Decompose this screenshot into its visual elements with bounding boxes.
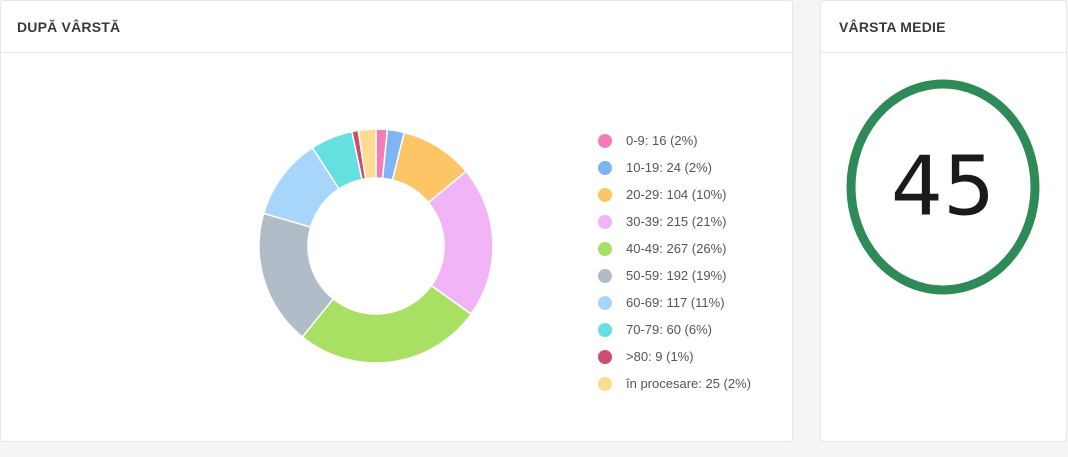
legend-label: 60-69: 117 (11%) (626, 295, 725, 310)
average-age-value: 45 (891, 140, 995, 235)
legend-item[interactable]: 10-19: 24 (2%) (598, 154, 751, 181)
age-donut-chart (258, 128, 494, 364)
legend-label: 0-9: 16 (2%) (626, 133, 698, 148)
legend-item[interactable]: 60-69: 117 (11%) (598, 289, 751, 316)
legend-label: în procesare: 25 (2%) (626, 376, 752, 391)
chart-legend: 0-9: 16 (2%) 10-19: 24 (2%) 20-29: 104 (10… (598, 127, 751, 397)
donut-slice-30-39[interactable] (427, 170, 494, 316)
legend-item[interactable]: >80: 9 (1%) (598, 343, 751, 370)
legend-item[interactable]: 70-79: 60 (6%) (598, 316, 751, 343)
legend-label: 40-49: 267 (26%) (626, 241, 727, 256)
legend-item[interactable]: 50-59: 192 (19%) (598, 262, 751, 289)
legend-swatch (598, 322, 612, 337)
legend-label: 50-59: 192 (19%) (626, 268, 727, 283)
average-age-gauge: 45 (846, 79, 1040, 295)
legend-label: 20-29: 104 (10%) (626, 187, 727, 202)
legend-swatch (598, 133, 612, 148)
legend-label: 70-79: 60 (6%) (626, 322, 712, 337)
legend-item[interactable]: 30-39: 215 (21%) (598, 208, 751, 235)
legend-swatch (598, 349, 612, 364)
average-age-card: VÂRSTA MEDIE 45 (820, 0, 1067, 442)
legend-label: 10-19: 24 (2%) (626, 160, 712, 175)
legend-item[interactable]: 0-9: 16 (2%) (598, 127, 751, 154)
legend-item[interactable]: în procesare: 25 (2%) (598, 370, 751, 397)
donut-slice-n-procesare[interactable] (357, 128, 377, 180)
legend-swatch (598, 187, 612, 202)
legend-swatch (598, 376, 612, 391)
average-card-title: VÂRSTA MEDIE (821, 1, 1066, 53)
legend-swatch (598, 160, 612, 175)
legend-label: 30-39: 215 (21%) (626, 214, 727, 229)
legend-swatch (598, 268, 612, 283)
age-card-title: DUPĂ VÂRSTĂ (1, 1, 792, 53)
legend-label: >80: 9 (1%) (626, 349, 694, 364)
legend-item[interactable]: 20-29: 104 (10%) (598, 181, 751, 208)
legend-swatch (598, 295, 612, 310)
legend-item[interactable]: 40-49: 267 (26%) (598, 235, 751, 262)
average-ring (846, 79, 1040, 295)
donut-slice-40-49[interactable] (301, 284, 473, 364)
legend-swatch (598, 241, 612, 256)
legend-swatch (598, 214, 612, 229)
age-distribution-card: DUPĂ VÂRSTĂ 0-9: 16 (2%) 10-19: 24 (2%) 20… (0, 0, 793, 442)
